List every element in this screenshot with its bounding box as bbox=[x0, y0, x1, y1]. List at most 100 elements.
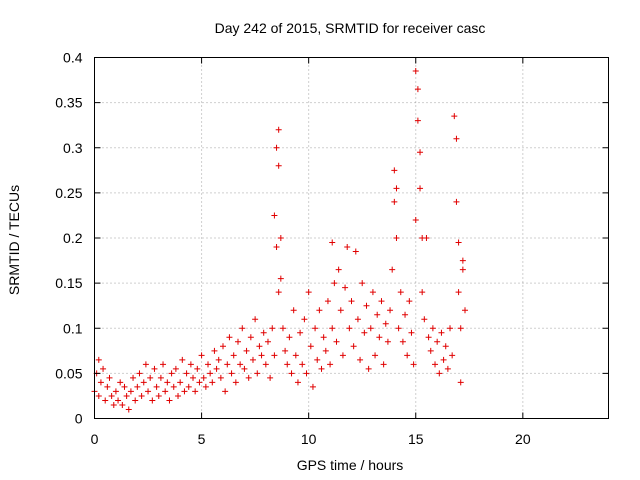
data-point bbox=[376, 334, 383, 341]
data-point bbox=[239, 325, 246, 332]
data-point bbox=[447, 325, 454, 332]
data-point bbox=[389, 266, 396, 273]
data-point bbox=[117, 379, 124, 386]
data-point bbox=[106, 374, 113, 381]
data-point bbox=[299, 361, 306, 368]
x-tick-label: 15 bbox=[408, 431, 424, 447]
data-point bbox=[462, 307, 469, 314]
data-point bbox=[359, 280, 366, 287]
x-tick-label: 0 bbox=[91, 431, 99, 447]
data-point bbox=[307, 343, 314, 350]
x-tick-labels: 0 5 10 15 20 bbox=[91, 431, 531, 447]
data-point bbox=[267, 374, 274, 381]
data-point bbox=[211, 347, 218, 354]
y-tick-label: 0.05 bbox=[55, 365, 82, 381]
data-point bbox=[254, 370, 261, 377]
data-point bbox=[290, 307, 297, 314]
data-point bbox=[434, 338, 441, 345]
data-point bbox=[284, 361, 291, 368]
data-point bbox=[252, 316, 259, 323]
y-tick-label: 0.1 bbox=[63, 320, 83, 336]
data-point bbox=[198, 352, 205, 359]
data-point bbox=[125, 406, 132, 413]
data-point bbox=[369, 289, 376, 296]
data-point bbox=[282, 347, 289, 354]
data-point bbox=[237, 361, 244, 368]
data-point bbox=[352, 248, 359, 255]
data-point bbox=[286, 334, 293, 341]
data-point bbox=[357, 356, 364, 363]
data-point bbox=[348, 298, 355, 305]
data-point bbox=[412, 216, 419, 223]
data-point bbox=[393, 185, 400, 192]
data-point bbox=[155, 392, 162, 399]
data-point bbox=[312, 325, 319, 332]
y-tick-label: 0 bbox=[75, 411, 83, 427]
data-point bbox=[100, 365, 107, 372]
data-point bbox=[110, 401, 117, 408]
data-point bbox=[177, 379, 184, 386]
data-point bbox=[170, 383, 177, 390]
data-point bbox=[382, 320, 389, 327]
data-point bbox=[301, 316, 308, 323]
data-point bbox=[361, 329, 368, 336]
data-point bbox=[230, 352, 237, 359]
y-tick-label: 0.35 bbox=[55, 95, 82, 111]
data-point bbox=[226, 334, 233, 341]
data-point bbox=[160, 361, 167, 368]
data-point bbox=[429, 325, 436, 332]
data-point bbox=[378, 298, 385, 305]
data-point bbox=[123, 392, 130, 399]
data-point bbox=[294, 379, 301, 386]
data-point bbox=[314, 356, 321, 363]
data-point bbox=[423, 235, 430, 241]
data-point bbox=[217, 374, 224, 381]
data-point bbox=[419, 289, 426, 296]
data-point bbox=[406, 298, 413, 305]
data-point bbox=[436, 370, 443, 377]
x-tick-label: 10 bbox=[301, 431, 317, 447]
data-point bbox=[393, 235, 400, 241]
data-point bbox=[151, 365, 158, 372]
data-point bbox=[194, 365, 201, 372]
data-point bbox=[329, 239, 336, 246]
data-point bbox=[327, 361, 334, 368]
data-point bbox=[339, 352, 346, 359]
data-point bbox=[414, 86, 421, 93]
data-point bbox=[367, 325, 374, 332]
data-point bbox=[168, 370, 175, 377]
data-point bbox=[262, 361, 269, 368]
data-point bbox=[145, 388, 152, 395]
data-point bbox=[273, 244, 280, 251]
data-point bbox=[187, 361, 194, 368]
y-tick-label: 0.15 bbox=[55, 275, 82, 291]
data-point bbox=[402, 311, 409, 318]
data-point bbox=[459, 266, 466, 273]
data-point bbox=[149, 397, 156, 404]
data-point bbox=[127, 388, 134, 395]
data-point bbox=[147, 374, 154, 381]
data-point bbox=[408, 329, 415, 336]
data-point bbox=[421, 316, 428, 323]
data-point bbox=[391, 198, 398, 205]
data-point bbox=[121, 383, 128, 390]
y-tick-labels: 0 0.05 0.1 0.15 0.2 0.25 0.3 0.35 0.4 bbox=[55, 50, 82, 427]
data-point bbox=[442, 343, 449, 350]
data-point bbox=[320, 334, 327, 341]
data-point bbox=[104, 383, 111, 390]
y-axis-label: SRMTID / TECUs bbox=[6, 185, 22, 295]
data-point bbox=[271, 352, 278, 359]
data-point bbox=[249, 356, 256, 363]
data-point bbox=[399, 338, 406, 345]
data-point bbox=[232, 379, 239, 386]
data-point bbox=[414, 117, 421, 124]
chart-title: Day 242 of 2015, SRMTID for receiver cas… bbox=[215, 20, 486, 36]
data-point bbox=[157, 374, 164, 381]
data-point bbox=[207, 370, 214, 377]
data-point bbox=[365, 365, 372, 372]
data-point bbox=[95, 356, 102, 363]
data-point bbox=[196, 379, 203, 386]
data-point bbox=[380, 361, 387, 368]
data-point bbox=[179, 356, 186, 363]
